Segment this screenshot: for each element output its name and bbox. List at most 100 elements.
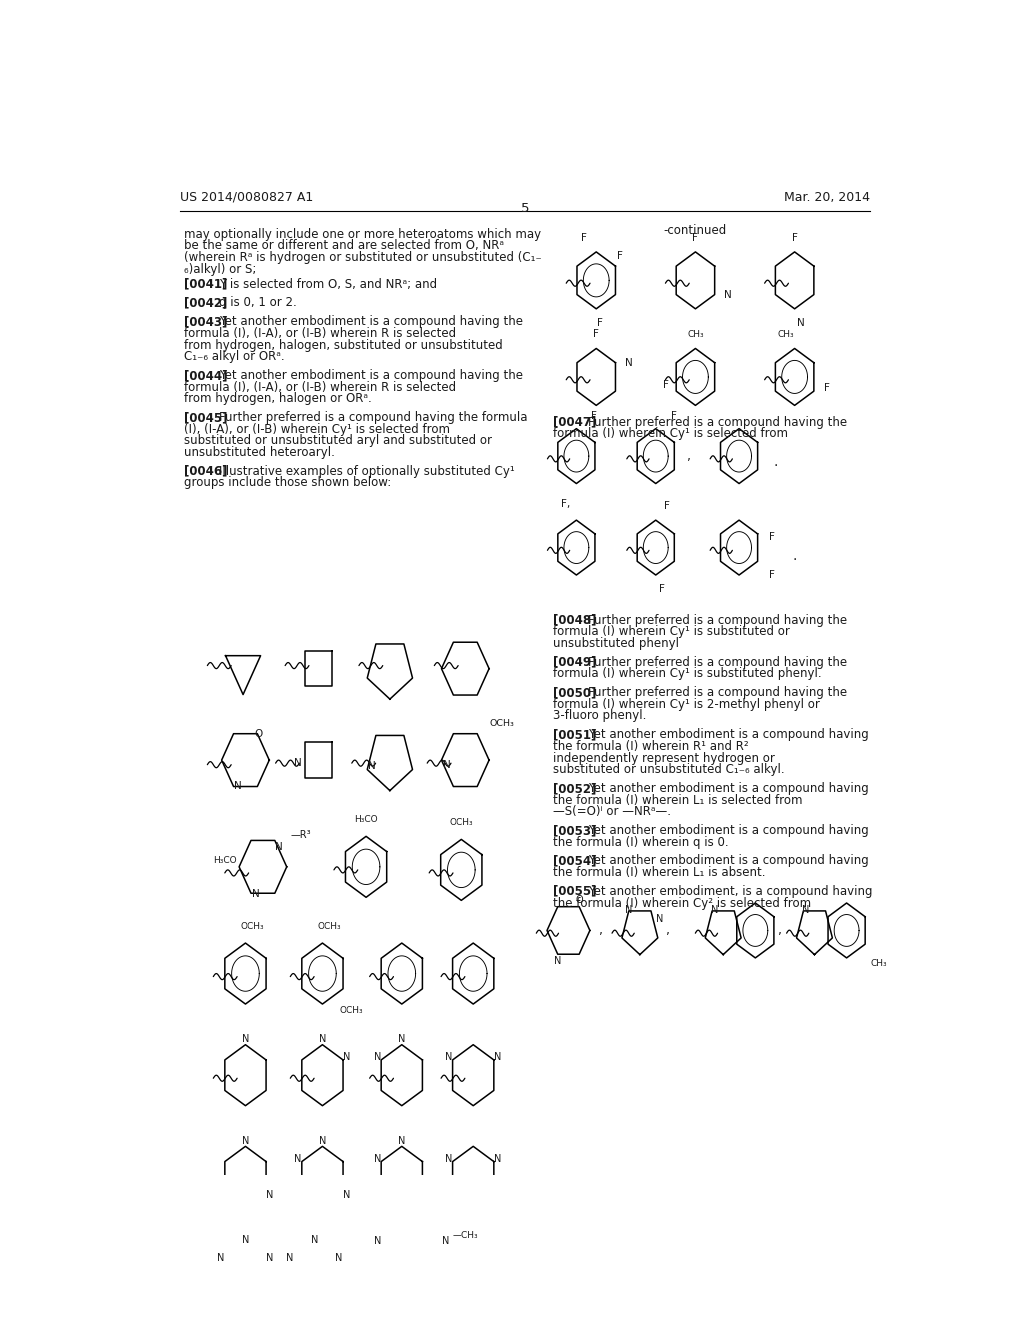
Text: [0053]: [0053] (553, 824, 596, 837)
Text: [0043]: [0043] (183, 315, 227, 329)
Text: formula (I), (I-A), or (I-B) wherein R is selected: formula (I), (I-A), or (I-B) wherein R i… (183, 327, 456, 339)
Text: N: N (374, 1154, 381, 1164)
Text: [0054]: [0054] (553, 854, 596, 867)
Text: N: N (441, 1237, 450, 1246)
Text: N: N (445, 1052, 453, 1063)
Text: Y is selected from O, S, and NRᵃ; and: Y is selected from O, S, and NRᵃ; and (219, 277, 437, 290)
Text: unsubstituted heteroaryl.: unsubstituted heteroaryl. (183, 446, 335, 459)
Text: F,: F, (561, 499, 570, 508)
Text: N: N (625, 358, 633, 368)
Text: groups include those shown below:: groups include those shown below: (183, 477, 391, 490)
Text: N: N (294, 758, 302, 768)
Text: N: N (626, 906, 633, 915)
Text: N: N (343, 1052, 350, 1063)
Text: [0044]: [0044] (183, 370, 227, 381)
Text: Further preferred is a compound having the: Further preferred is a compound having t… (588, 656, 848, 669)
Text: ,: , (687, 450, 691, 462)
Text: F: F (659, 583, 666, 594)
Text: the formula (I) wherein R¹ and R²: the formula (I) wherein R¹ and R² (553, 741, 749, 752)
Text: Yet another embodiment is a compound having: Yet another embodiment is a compound hav… (588, 824, 869, 837)
Text: the formula (I) wherein Cy² is selected from: the formula (I) wherein Cy² is selected … (553, 896, 811, 909)
Text: N: N (266, 1189, 273, 1200)
Text: Yet another embodiment is a compound having: Yet another embodiment is a compound hav… (588, 854, 869, 867)
Text: q is 0, 1 or 2.: q is 0, 1 or 2. (219, 297, 297, 309)
Text: F: F (792, 232, 798, 243)
Text: N: N (724, 289, 732, 300)
Text: Yet another embodiment, is a compound having: Yet another embodiment, is a compound ha… (588, 884, 872, 898)
Text: F: F (581, 232, 587, 243)
Text: the formula (I) wherein L₁ is selected from: the formula (I) wherein L₁ is selected f… (553, 793, 802, 807)
Text: ,: , (599, 924, 602, 937)
Text: formula (I) wherein Cy¹ is 2-methyl phenyl or: formula (I) wherein Cy¹ is 2-methyl phen… (553, 698, 819, 710)
Text: N: N (445, 1154, 453, 1164)
Text: OCH₃: OCH₃ (317, 921, 341, 931)
Text: [0051]: [0051] (553, 729, 596, 742)
Text: [0052]: [0052] (553, 781, 596, 795)
Text: formula (I), (I-A), or (I-B) wherein R is selected: formula (I), (I-A), or (I-B) wherein R i… (183, 380, 456, 393)
Text: N: N (554, 956, 561, 966)
Text: N: N (368, 762, 376, 771)
Text: H₃CO: H₃CO (354, 814, 378, 824)
Text: N: N (343, 1189, 350, 1200)
Text: [0049]: [0049] (553, 656, 596, 669)
Text: formula (I) wherein Cy¹ is substituted or: formula (I) wherein Cy¹ is substituted o… (553, 626, 790, 639)
Text: formula (I) wherein Cy¹ is selected from: formula (I) wherein Cy¹ is selected from (553, 428, 787, 441)
Text: N: N (711, 906, 718, 915)
Text: [0048]: [0048] (553, 614, 596, 627)
Text: Further preferred is a compound having the: Further preferred is a compound having t… (588, 614, 848, 627)
Text: F: F (769, 570, 775, 579)
Text: -continued: -continued (664, 224, 727, 238)
Text: F: F (664, 502, 670, 511)
Text: F: F (617, 251, 624, 261)
Text: OCH₃: OCH₃ (450, 818, 473, 828)
Text: Yet another embodiment is a compound having the: Yet another embodiment is a compound hav… (219, 315, 523, 329)
Text: O: O (254, 729, 263, 739)
Text: —S(=O)ⁱ or —NRᵃ—.: —S(=O)ⁱ or —NRᵃ—. (553, 805, 671, 818)
Text: the formula (I) wherein L₁ is absent.: the formula (I) wherein L₁ is absent. (553, 866, 765, 879)
Text: N: N (252, 890, 260, 899)
Text: may optionally include one or more heteroatoms which may: may optionally include one or more heter… (183, 227, 541, 240)
Text: Further preferred is a compound having the formula: Further preferred is a compound having t… (219, 411, 527, 424)
Text: Illustrative examples of optionally substituted Cy¹: Illustrative examples of optionally subs… (219, 465, 515, 478)
Text: Mar. 20, 2014: Mar. 20, 2014 (784, 191, 870, 203)
Text: F: F (593, 329, 599, 339)
Text: .: . (793, 549, 797, 562)
Text: F: F (692, 232, 698, 243)
Text: F: F (823, 383, 829, 393)
Text: F: F (597, 318, 602, 329)
Text: N: N (242, 1135, 249, 1146)
Text: Yet another embodiment is a compound having the: Yet another embodiment is a compound hav… (219, 370, 523, 381)
Text: [0042]: [0042] (183, 297, 227, 309)
Text: H₃CO: H₃CO (213, 857, 237, 865)
Text: 3-fluoro phenyl.: 3-fluoro phenyl. (553, 709, 646, 722)
Text: [0055]: [0055] (553, 884, 596, 898)
Text: —R³: —R³ (290, 830, 311, 840)
Text: from hydrogen, halogen or ORᵃ.: from hydrogen, halogen or ORᵃ. (183, 392, 372, 405)
Text: Yet another embodiment is a compound having: Yet another embodiment is a compound hav… (588, 781, 869, 795)
Text: N: N (494, 1052, 501, 1063)
Text: unsubstituted phenyl: unsubstituted phenyl (553, 638, 679, 649)
Text: N: N (242, 1236, 249, 1246)
Text: N: N (242, 1034, 249, 1044)
Text: N: N (287, 1254, 294, 1263)
Text: OCH₃: OCH₃ (241, 921, 264, 931)
Text: formula (I) wherein Cy¹ is substituted phenyl.: formula (I) wherein Cy¹ is substituted p… (553, 668, 821, 680)
Text: F: F (769, 532, 775, 541)
Text: substituted or unsubstituted C₁₋₆ alkyl.: substituted or unsubstituted C₁₋₆ alkyl. (553, 763, 784, 776)
Text: independently represent hydrogen or: independently represent hydrogen or (553, 751, 774, 764)
Text: OCH₃: OCH₃ (339, 1006, 362, 1015)
Text: N: N (802, 906, 810, 915)
Text: N: N (443, 760, 451, 770)
Text: the formula (I) wherein q is 0.: the formula (I) wherein q is 0. (553, 836, 728, 849)
Text: N: N (335, 1254, 342, 1263)
Text: N: N (398, 1034, 406, 1044)
Text: Further preferred is a compound having the: Further preferred is a compound having t… (588, 416, 848, 429)
Text: N: N (266, 1254, 273, 1263)
Text: .: . (773, 454, 778, 469)
Text: N: N (798, 318, 805, 329)
Text: Yet another embodiment is a compound having: Yet another embodiment is a compound hav… (588, 729, 869, 742)
Text: be the same or different and are selected from O, NRᵃ: be the same or different and are selecte… (183, 239, 504, 252)
Text: CH₃: CH₃ (870, 958, 887, 968)
Text: 5: 5 (520, 202, 529, 215)
Text: ₆)alkyl) or S;: ₆)alkyl) or S; (183, 263, 256, 276)
